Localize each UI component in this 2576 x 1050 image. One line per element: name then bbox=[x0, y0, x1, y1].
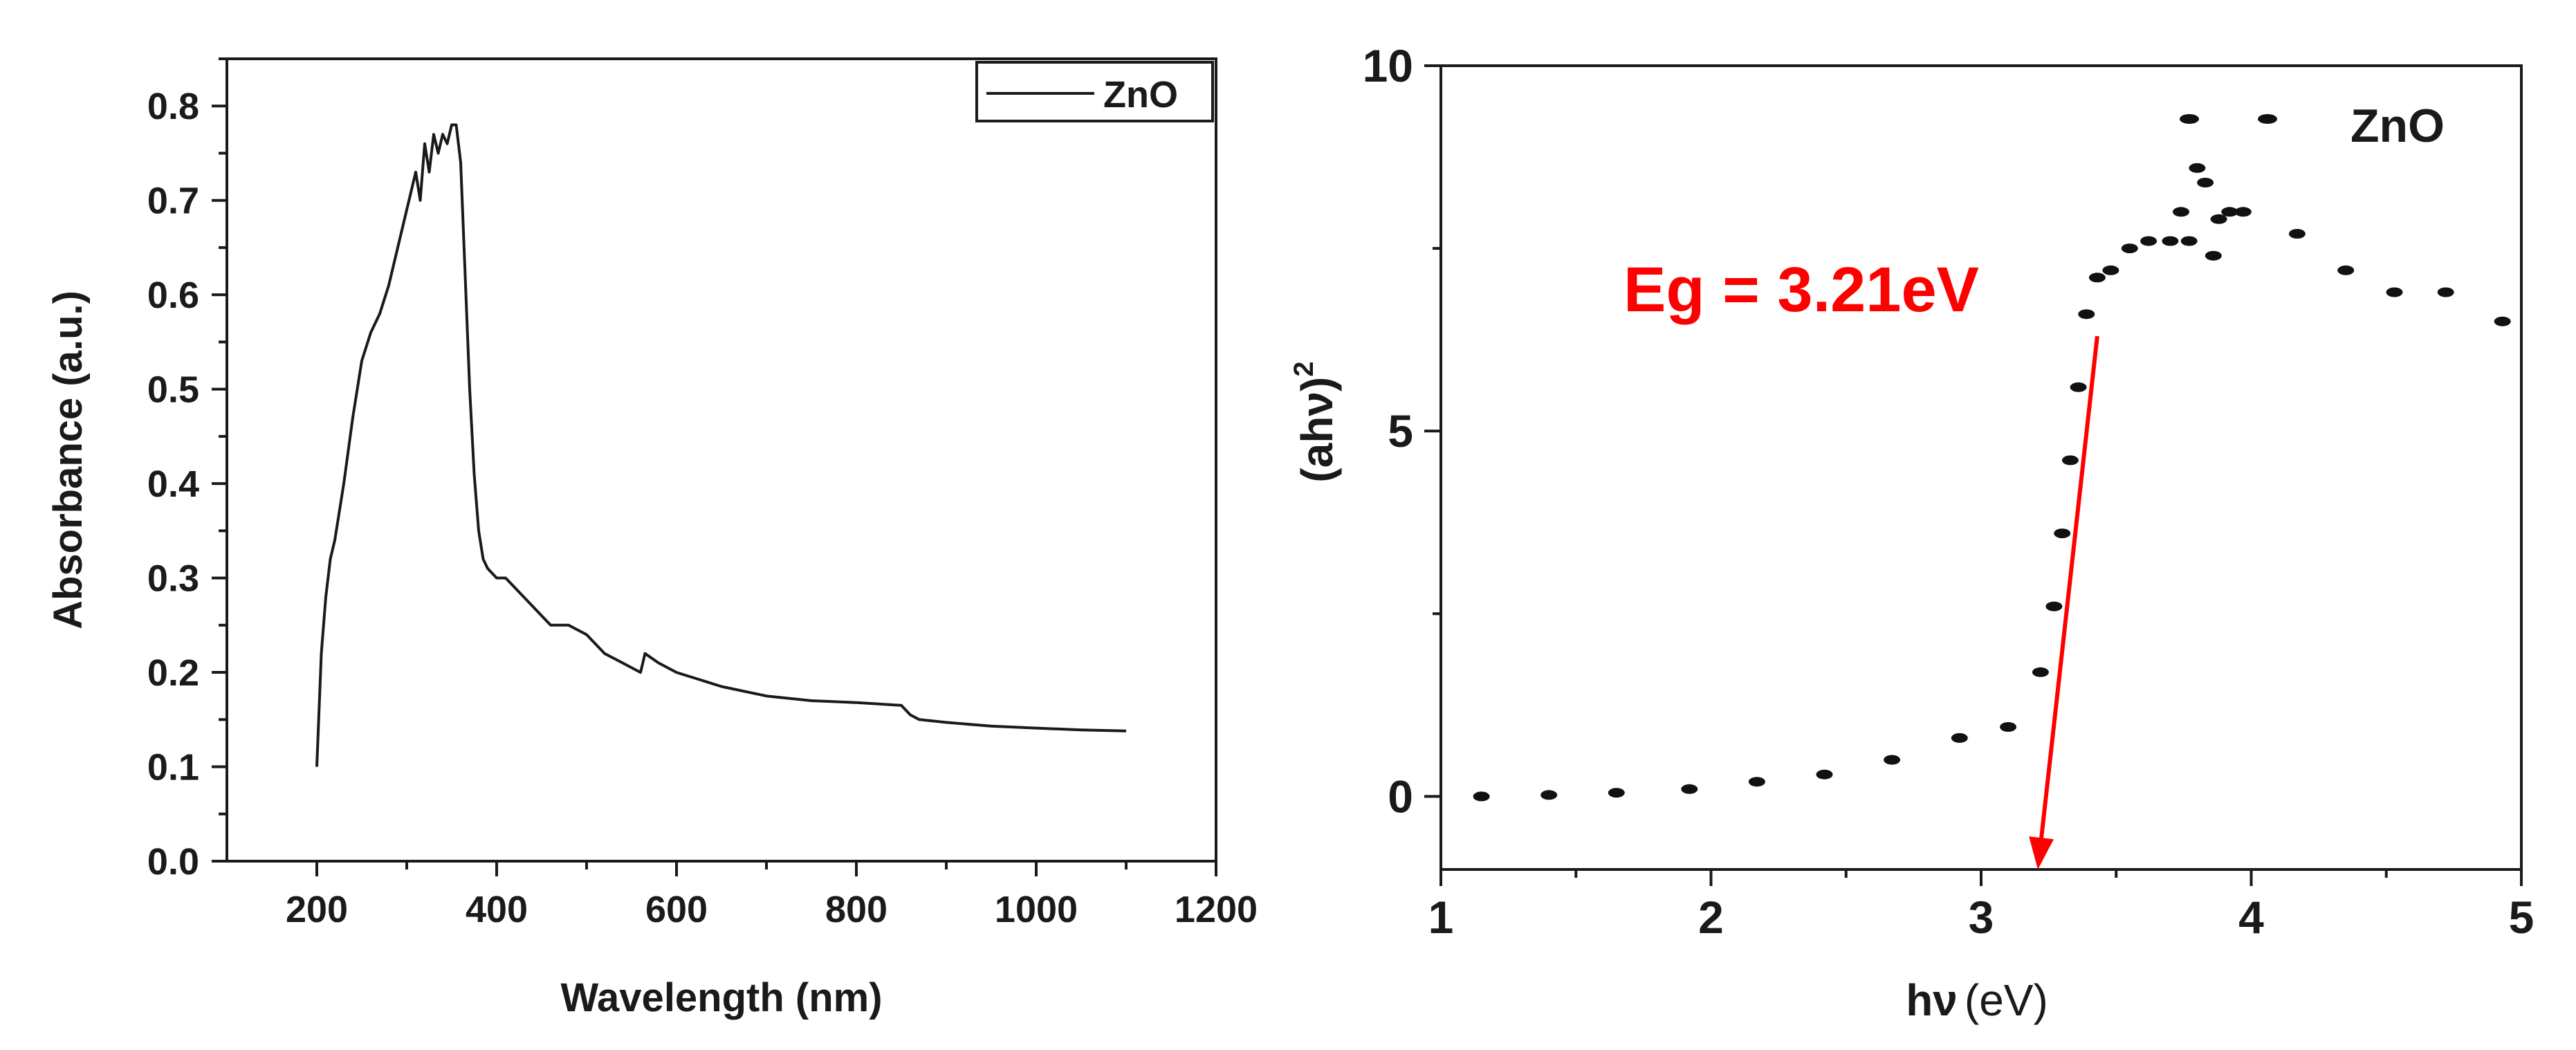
tauc-legend-dash bbox=[2180, 114, 2199, 124]
tauc-y-tick-label: 0 bbox=[1388, 771, 1413, 822]
tauc-y-tick-label: 5 bbox=[1388, 405, 1413, 457]
tauc-tick-labels: 1 2 3 4 5 0 5 10 bbox=[1363, 40, 2534, 943]
tauc-x-tick-label: 2 bbox=[1698, 892, 1724, 943]
tauc-data-point bbox=[2386, 287, 2403, 297]
absorbance-y-tick-label: 0.2 bbox=[147, 652, 199, 694]
tauc-data-point bbox=[2221, 207, 2238, 217]
absorbance-series-line bbox=[315, 123, 1127, 767]
absorbance-y-tick-label: 0.1 bbox=[147, 747, 199, 789]
tauc-data-point bbox=[1540, 790, 1558, 800]
absorbance-legend-label: ZnO bbox=[1103, 74, 1178, 116]
tauc-data-point bbox=[1681, 784, 1698, 794]
tauc-ticks bbox=[1424, 64, 2523, 886]
tauc-data-point bbox=[2070, 382, 2087, 392]
tauc-data-point bbox=[2102, 265, 2119, 275]
tauc-data-point bbox=[1951, 733, 1968, 743]
absorbance-y-axis-title: Absorbance (a.u.) bbox=[46, 291, 91, 629]
tauc-x-tick-label: 5 bbox=[2509, 892, 2534, 943]
tauc-data-points bbox=[1473, 163, 2511, 802]
tauc-data-point bbox=[2494, 316, 2511, 326]
absorbance-legend: ZnO bbox=[975, 61, 1214, 122]
absorbance-y-tick-label: 0.3 bbox=[147, 558, 199, 600]
tauc-data-point bbox=[2061, 455, 2079, 466]
tauc-legend-dash bbox=[2258, 114, 2277, 124]
tauc-data-point bbox=[2337, 265, 2355, 275]
tauc-y-axis-title-main: (ahν) bbox=[1292, 377, 1342, 483]
tauc-legend-label: ZnO bbox=[2350, 100, 2445, 152]
tauc-fit-arrowhead bbox=[2029, 836, 2054, 869]
tauc-data-point bbox=[1748, 777, 1765, 787]
absorbance-x-tick-label: 1200 bbox=[1175, 889, 1258, 930]
absorbance-ticks bbox=[212, 57, 1217, 876]
tauc-data-point bbox=[2437, 287, 2454, 297]
tauc-y-axis-title-sup: 2 bbox=[1289, 361, 1319, 376]
band-gap-annotation: Eg = 3.21eV bbox=[1623, 255, 1979, 325]
absorbance-x-axis-title: Wavelength (nm) bbox=[560, 975, 882, 1020]
tauc-x-axis-title: hν (eV) bbox=[1906, 975, 2048, 1025]
tauc-data-point bbox=[1473, 791, 1490, 802]
absorbance-x-tick-label: 400 bbox=[466, 889, 528, 930]
tauc-data-point bbox=[2032, 667, 2049, 677]
tauc-data-point bbox=[2197, 178, 2214, 187]
absorbance-y-tick-label: 0.0 bbox=[147, 841, 199, 883]
tauc-data-point bbox=[1816, 769, 1833, 780]
absorbance-plot-frame bbox=[226, 57, 1217, 863]
absorbance-y-tick-label: 0.6 bbox=[147, 275, 199, 316]
tauc-x-axis-title-unit: (eV) bbox=[1965, 975, 2048, 1025]
absorbance-x-tick-label: 800 bbox=[825, 889, 887, 930]
absorbance-chart: 200 400 600 800 1000 1200 0.0 0.1 0.2 0.3 0.4 0.5 0.… bbox=[46, 57, 1258, 1020]
absorbance-x-tick-label: 200 bbox=[286, 889, 348, 930]
tauc-x-tick-label: 1 bbox=[1428, 892, 1454, 943]
tauc-data-point bbox=[2121, 243, 2138, 254]
tauc-x-axis-title-main: hν bbox=[1906, 975, 1958, 1025]
absorbance-x-tick-label: 1000 bbox=[995, 889, 1078, 930]
tauc-data-point bbox=[2162, 236, 2179, 246]
tauc-data-point bbox=[2210, 214, 2227, 224]
tauc-data-point bbox=[1884, 755, 1901, 765]
tauc-fit-line bbox=[2039, 335, 2099, 845]
tauc-data-point bbox=[2078, 309, 2095, 320]
absorbance-tick-labels: 200 400 600 800 1000 1200 0.0 0.1 0.2 0.3 0.4 0.5 0.… bbox=[147, 86, 1258, 930]
tauc-x-tick-label: 3 bbox=[1969, 892, 1994, 943]
absorbance-y-tick-label: 0.8 bbox=[147, 86, 199, 127]
tauc-y-tick-label: 10 bbox=[1363, 40, 1413, 91]
absorbance-y-tick-label: 0.7 bbox=[147, 181, 199, 222]
tauc-y-axis-title: (ahν)2 bbox=[1289, 361, 1342, 482]
tauc-data-point bbox=[2173, 207, 2189, 217]
absorbance-y-tick-label: 0.4 bbox=[147, 463, 199, 505]
tauc-data-point bbox=[2234, 207, 2252, 217]
tauc-data-point bbox=[2189, 163, 2206, 173]
tauc-data-point bbox=[2054, 528, 2071, 539]
tauc-data-point bbox=[2088, 273, 2106, 283]
absorbance-y-tick-label: 0.5 bbox=[147, 369, 199, 411]
tauc-data-point bbox=[2000, 722, 2017, 732]
tauc-data-point bbox=[2180, 236, 2198, 246]
tauc-data-point bbox=[2140, 236, 2158, 246]
tauc-plot-frame bbox=[1439, 64, 2523, 871]
absorbance-legend-box bbox=[975, 61, 1214, 122]
tauc-data-point bbox=[2205, 250, 2222, 261]
tauc-x-tick-label: 4 bbox=[2238, 892, 2264, 943]
absorbance-x-tick-label: 600 bbox=[645, 889, 708, 930]
tauc-data-point bbox=[2045, 601, 2063, 611]
tauc-legend-marker bbox=[2180, 114, 2277, 124]
tauc-data-point bbox=[2288, 229, 2306, 239]
tauc-data-point bbox=[1608, 788, 1625, 798]
